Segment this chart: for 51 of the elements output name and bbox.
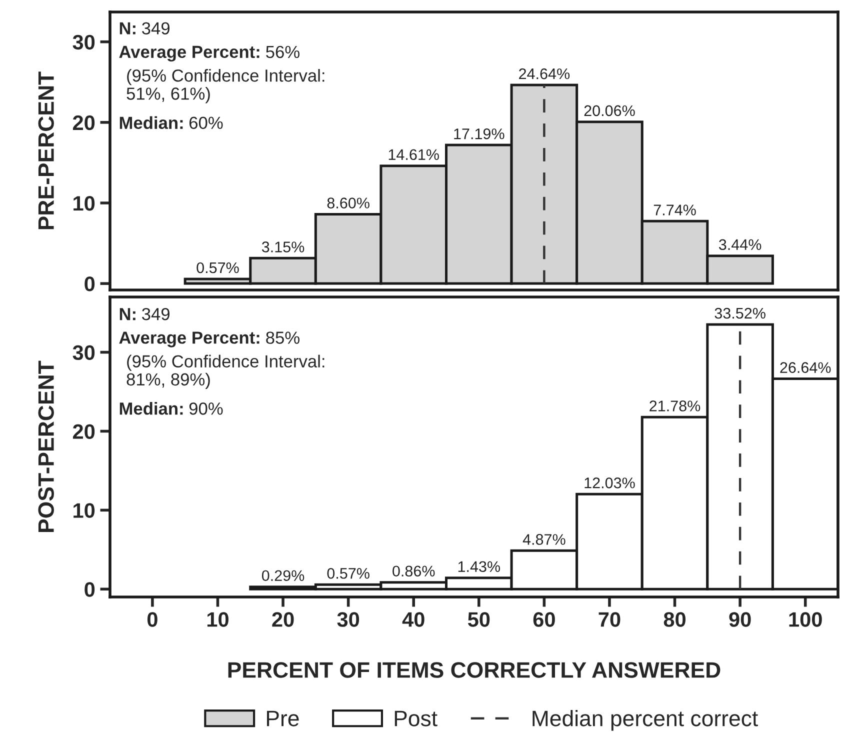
x-tick-label: 60 — [533, 612, 555, 627]
data-label: 0.29% — [262, 570, 304, 582]
y-tick-label: 30 — [72, 345, 95, 360]
annotation: (95% Confidence Interval: 51%, 61%) — [126, 68, 324, 104]
x-tick-label: 80 — [664, 612, 686, 627]
data-label: 24.64% — [519, 68, 570, 80]
data-label: 0.57% — [327, 568, 370, 579]
annotation: N: 349 — [120, 22, 170, 34]
y-tick-label: 20 — [72, 424, 95, 439]
data-label: 3.44% — [718, 239, 762, 250]
annotation: N: 349 — [120, 308, 170, 320]
annotation: Median: 60% — [120, 116, 223, 129]
data-label: 14.61% — [388, 149, 439, 160]
y-tick-label: 10 — [74, 196, 95, 211]
y-tick-label: 30 — [72, 34, 95, 50]
data-label: 0.86% — [392, 566, 435, 577]
legend-label: Pre — [266, 710, 299, 726]
x-tick-label: 20 — [272, 612, 294, 627]
x-tick-label: 70 — [598, 612, 620, 627]
y-tick-label: 0 — [84, 276, 95, 292]
x-tick-label: 50 — [468, 612, 490, 627]
data-label: 4.87% — [522, 534, 566, 545]
x-tick-label: 40 — [402, 612, 424, 627]
data-label: 26.64% — [780, 362, 831, 373]
data-label: 33.52% — [714, 308, 766, 319]
legend-label: Median percent correct — [532, 710, 758, 731]
data-label: 17.19% — [454, 128, 504, 140]
annotation: Average Percent: 85% — [119, 332, 300, 348]
annotation: Median: 90% — [120, 402, 223, 415]
x-tick-label: 100 — [789, 612, 822, 627]
y-axis-title: POST-PERCENT — [38, 360, 54, 532]
text: Post — [394, 710, 438, 726]
data-label: 20.06% — [584, 105, 635, 116]
y-tick-label: 10 — [74, 503, 95, 518]
annotation: (95% Confidence Interval: 81%, 89%) — [126, 354, 324, 390]
x-axis-title: PERCENT OF ITEMS CORRECTLY ANSWERED — [228, 662, 720, 678]
data-label: 1.43% — [458, 561, 500, 572]
y-axis-title: PRE-PERCENT — [38, 72, 54, 230]
y-tick-label: 0 — [84, 582, 95, 597]
data-label: 8.60% — [327, 198, 370, 208]
x-tick-label: 90 — [729, 612, 751, 627]
x-tick-label: 30 — [337, 612, 360, 627]
data-label: 0.57% — [196, 262, 239, 274]
data-label: 12.03% — [584, 478, 635, 488]
data-label: 3.15% — [262, 242, 304, 252]
y-tick-label: 20 — [72, 115, 95, 130]
annotation: Average Percent: 56% — [119, 46, 300, 62]
data-label: 21.78% — [650, 400, 700, 412]
x-tick-label: 0 — [147, 612, 158, 627]
x-tick-label: 10 — [207, 612, 228, 627]
data-label: 7.74% — [654, 204, 696, 216]
